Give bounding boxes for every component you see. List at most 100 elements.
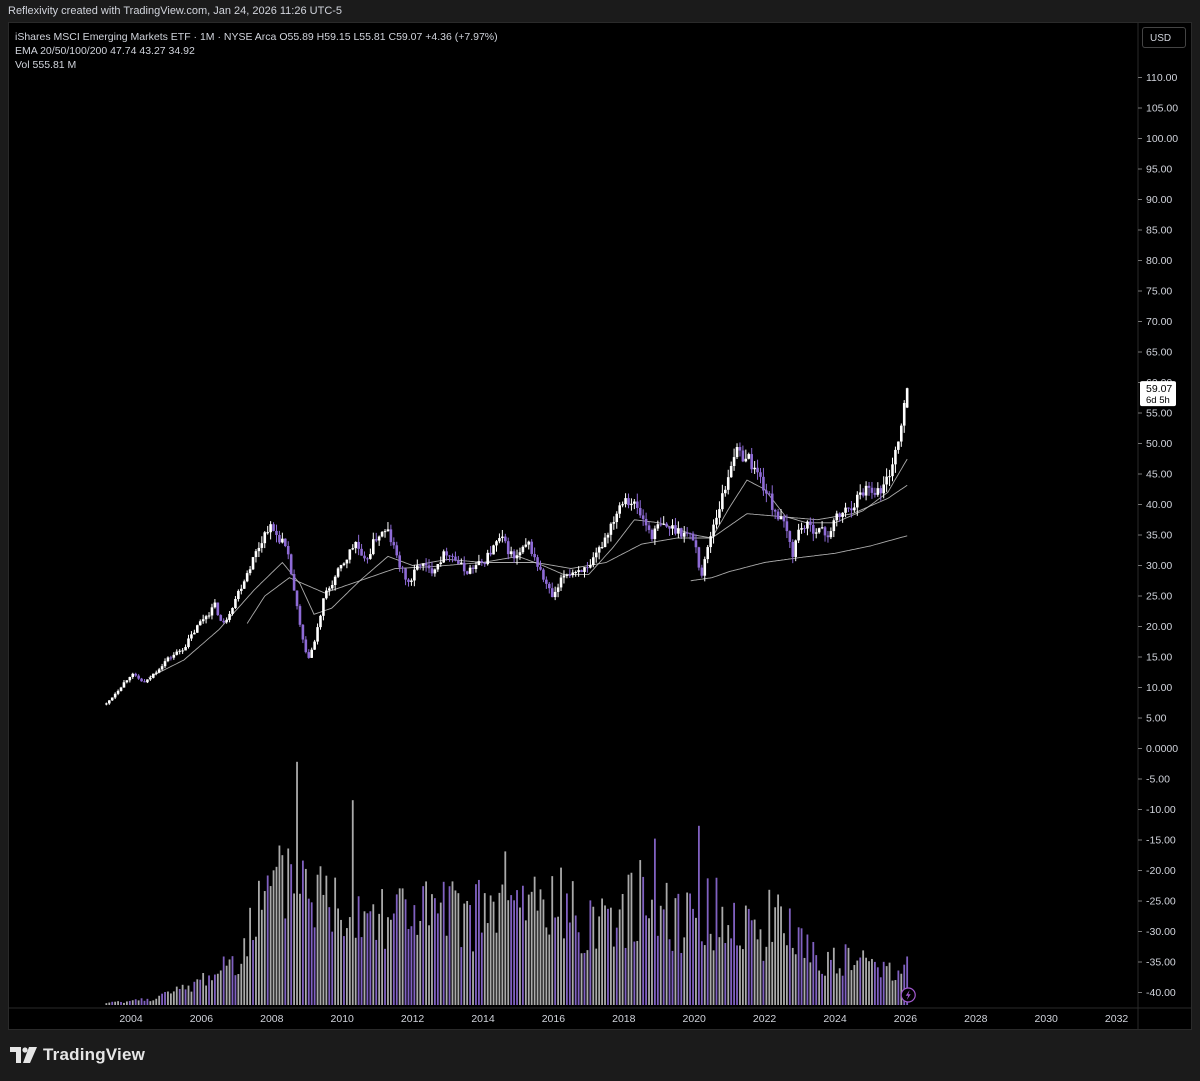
volume-bar	[797, 927, 800, 1005]
volume-bar	[137, 1000, 140, 1005]
tradingview-logo[interactable]: TradingView	[10, 1044, 145, 1066]
candle-body	[773, 509, 777, 512]
candle-body	[436, 564, 440, 570]
ema-legend-line[interactable]: EMA 20/50/100/200 47.74 43.27 34.92	[15, 45, 195, 57]
candle-body	[718, 509, 721, 518]
volume-bar	[656, 935, 659, 1005]
y-tick-label: 20.00	[1146, 621, 1172, 633]
candle-body	[609, 523, 613, 535]
volume-bar	[601, 898, 603, 1005]
candle-body	[844, 507, 847, 513]
volume-bar	[313, 927, 316, 1005]
candle-body	[823, 527, 827, 536]
volume-bar	[747, 908, 750, 1005]
symbol-ohlc-line[interactable]: iShares MSCI Emerging Markets ETF · 1M ·…	[15, 31, 498, 43]
x-tick-label: 2006	[190, 1013, 214, 1025]
chart-frame[interactable]	[8, 22, 1192, 1030]
candle-body	[568, 574, 572, 576]
candle-body	[498, 538, 501, 542]
volume-bar	[378, 913, 381, 1005]
y-tick-label: 90.00	[1146, 194, 1172, 206]
candle-body	[143, 681, 146, 683]
candle-body	[524, 544, 528, 547]
volume-bar	[815, 955, 818, 1005]
volume-bar	[727, 925, 730, 1005]
x-tick-label: 2030	[1035, 1013, 1059, 1025]
volume-bar	[331, 931, 334, 1005]
currency-button[interactable]: USD	[1142, 27, 1186, 48]
x-tick-label: 2032	[1105, 1013, 1129, 1025]
candle-body	[847, 507, 850, 509]
candle-body	[536, 557, 539, 567]
volume-bar	[228, 959, 231, 1005]
candle-body	[474, 565, 478, 569]
candle-body	[726, 477, 730, 490]
candle-body	[559, 577, 563, 588]
candle-body	[891, 464, 894, 477]
candle-body	[149, 677, 152, 680]
volume-bar	[607, 908, 609, 1005]
candle-body	[545, 579, 548, 584]
volume-bar	[439, 902, 442, 1005]
candle-body	[897, 441, 900, 450]
candle-body	[685, 532, 689, 534]
volume-bar	[545, 927, 548, 1005]
volume-bar	[788, 908, 791, 1005]
volume-bar	[759, 929, 762, 1005]
volume-bar	[586, 950, 589, 1005]
volume-bar	[706, 878, 709, 1005]
volume-bar	[741, 949, 744, 1005]
candle-body	[107, 700, 111, 704]
candle-body	[721, 493, 724, 510]
volume-bar	[128, 1000, 131, 1005]
volume-bar	[865, 957, 867, 1005]
candle-body	[621, 504, 624, 506]
volume-bar	[463, 903, 466, 1005]
candle-body	[817, 528, 821, 533]
volume-bar	[574, 915, 577, 1005]
candle-body	[448, 555, 451, 557]
volume-bar	[871, 958, 873, 1005]
volume-bar	[213, 974, 216, 1005]
volume-bar	[319, 866, 322, 1005]
x-tick-label: 2008	[260, 1013, 284, 1025]
candle-body	[744, 458, 748, 462]
candle-body	[430, 568, 434, 574]
volume-bar	[856, 960, 859, 1005]
candle-body	[442, 551, 445, 563]
candle-body	[738, 447, 742, 451]
volume-bar	[392, 913, 395, 1005]
volume-bar	[272, 870, 275, 1005]
candle-body	[327, 588, 331, 591]
volume-bar	[345, 928, 348, 1005]
candle-body	[462, 562, 466, 572]
attribution-bar: Reflexivity created with TradingView.com…	[0, 0, 1200, 22]
volume-bar	[542, 899, 545, 1005]
volume-bar	[199, 979, 202, 1005]
candle-body	[151, 673, 155, 678]
volume-bar	[824, 975, 826, 1005]
volume-bar	[636, 940, 639, 1005]
volume-bar	[689, 893, 691, 1005]
volume-bar	[762, 960, 765, 1005]
volume-bar	[806, 934, 809, 1005]
volume-bar	[695, 917, 697, 1005]
volume-bar	[395, 894, 398, 1005]
candle-body	[788, 531, 792, 542]
candle-body	[630, 503, 633, 506]
candle-body	[638, 507, 642, 516]
volume-bar	[560, 867, 562, 1005]
volume-bar	[360, 937, 363, 1005]
candle-body	[867, 485, 871, 488]
chart-legend: iShares MSCI Emerging Markets ETF · 1M ·…	[15, 30, 498, 72]
volume-bar	[662, 909, 665, 1005]
candle-body	[729, 465, 733, 478]
candle-body	[697, 547, 701, 568]
volume-bar	[354, 937, 357, 1005]
candle-body	[137, 675, 140, 679]
candle-body	[853, 507, 856, 511]
candle-body	[201, 619, 205, 622]
volume-legend-line[interactable]: Vol 555.81 M	[15, 59, 77, 71]
candle-body	[521, 546, 525, 553]
